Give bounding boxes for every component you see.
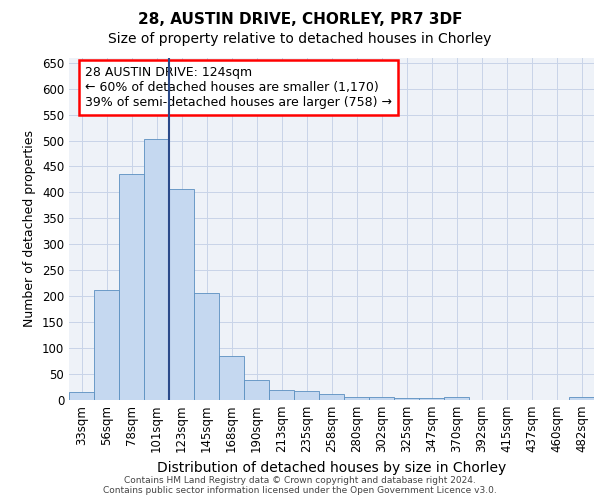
Bar [244,380,269,400]
Bar [269,390,294,400]
Bar [569,398,594,400]
Text: 28 AUSTIN DRIVE: 124sqm
← 60% of detached houses are smaller (1,170)
39% of semi: 28 AUSTIN DRIVE: 124sqm ← 60% of detache… [85,66,392,109]
Bar [419,398,444,400]
Bar [119,174,144,400]
Text: Contains HM Land Registry data © Crown copyright and database right 2024.
Contai: Contains HM Land Registry data © Crown c… [103,476,497,495]
Bar [444,398,469,400]
Bar [294,390,319,400]
Bar [344,398,369,400]
Bar [144,140,169,400]
Bar [369,398,394,400]
X-axis label: Distribution of detached houses by size in Chorley: Distribution of detached houses by size … [157,460,506,474]
Bar [94,290,119,400]
Text: 28, AUSTIN DRIVE, CHORLEY, PR7 3DF: 28, AUSTIN DRIVE, CHORLEY, PR7 3DF [138,12,462,28]
Bar [319,394,344,400]
Bar [194,292,219,400]
Bar [219,356,244,400]
Bar [69,392,94,400]
Bar [169,189,194,400]
Y-axis label: Number of detached properties: Number of detached properties [23,130,37,327]
Bar [394,398,419,400]
Text: Size of property relative to detached houses in Chorley: Size of property relative to detached ho… [109,32,491,46]
